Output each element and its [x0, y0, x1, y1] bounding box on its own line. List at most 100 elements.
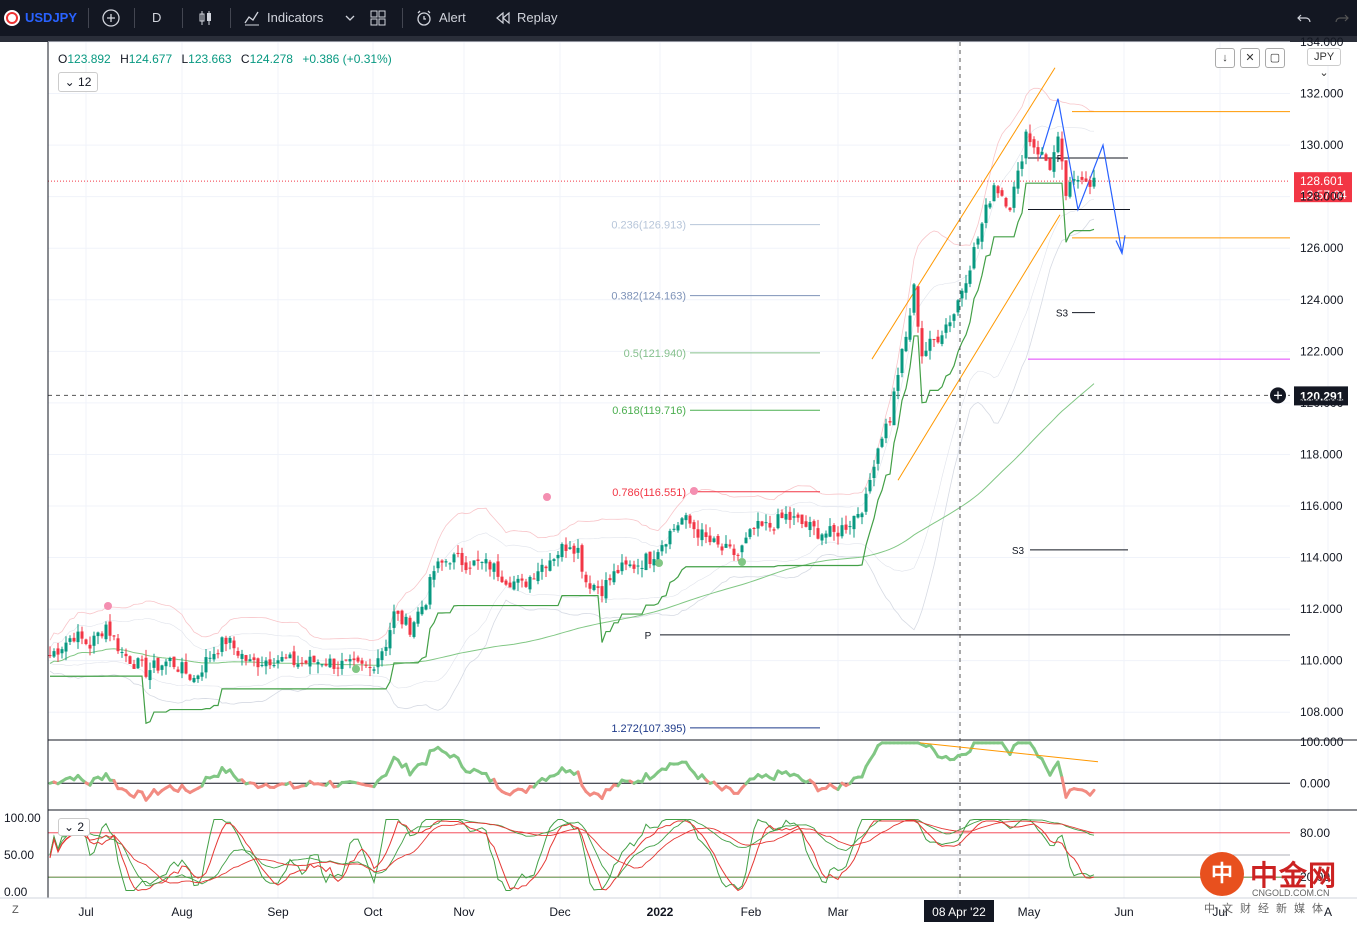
candle-body	[468, 567, 472, 569]
candle-body	[692, 522, 696, 530]
candle-body	[660, 545, 664, 552]
toolbar-divider	[182, 8, 183, 28]
candle-body	[676, 525, 680, 531]
candle-body	[228, 637, 232, 643]
candle-body	[564, 544, 568, 551]
interval-label: D	[152, 10, 162, 25]
grid-layout-icon	[370, 10, 386, 26]
candle-body	[556, 554, 560, 559]
candlestick-series[interactable]	[48, 124, 1096, 690]
candle-body	[600, 586, 604, 597]
stoch-count: 2	[77, 820, 85, 834]
currency-selector[interactable]: JPY ⌄	[1307, 48, 1341, 79]
stoch-left-tick: 100.00	[4, 811, 41, 825]
candle-body	[320, 664, 324, 666]
alert-button[interactable]: Alert	[414, 0, 466, 36]
candle-body	[508, 582, 512, 588]
candle-body	[148, 670, 152, 681]
x-tick-label: Jul	[1212, 905, 1227, 919]
candle-body	[908, 315, 912, 340]
candle-body	[864, 493, 868, 512]
candle-body	[992, 185, 996, 202]
y-tick-label: 112.000	[1300, 602, 1343, 616]
layout-button[interactable]	[368, 0, 388, 36]
compare-button[interactable]	[100, 0, 122, 36]
candle-body	[720, 546, 724, 551]
collapse-icon: ✕	[1245, 52, 1255, 64]
oscillator-segment	[576, 770, 584, 788]
flag-icon	[4, 10, 20, 26]
candle-body	[472, 560, 476, 566]
oscillator-segment	[600, 788, 608, 800]
replay-button[interactable]: Replay	[494, 0, 557, 36]
collapse-button[interactable]: ✕	[1240, 48, 1260, 68]
candle-body	[872, 466, 876, 479]
arrow-down-icon: ↓	[1222, 52, 1228, 64]
interval-button[interactable]: D	[152, 0, 161, 36]
toolbar-divider	[88, 8, 89, 28]
candle-body	[724, 543, 728, 548]
candle-body	[836, 532, 840, 537]
swing-marker	[738, 558, 746, 566]
candle-body	[72, 637, 76, 642]
chart-drawings: 0.236(126.913) 0.382(124.163) 0.5(121.940)…	[48, 42, 1290, 898]
stoch-slow-k-line	[49, 819, 1095, 887]
templates-dropdown[interactable]	[344, 0, 356, 36]
watermark: 中 中金网 CNGOLD.COM.CN 中文财经新媒体	[1200, 852, 1350, 915]
candle-body	[132, 664, 136, 669]
candle-body	[912, 284, 916, 313]
y-tick-label: 114.000	[1300, 551, 1343, 565]
oscillator-segment	[200, 775, 208, 788]
candle-body	[928, 338, 932, 351]
candle-body	[612, 571, 616, 583]
candle-body	[824, 533, 828, 538]
candle-body	[88, 644, 92, 649]
indicators-button[interactable]: Indicators	[242, 0, 323, 36]
candle-body	[820, 534, 824, 541]
candle-body	[1016, 170, 1020, 189]
fib-level-label: 0.236(126.913)	[611, 220, 686, 232]
y-tick-label: 134.000	[1300, 35, 1344, 49]
chart-type-button[interactable]	[196, 0, 216, 36]
oscillator-segment	[1060, 776, 1068, 799]
symbol-search[interactable]: USDJPY	[4, 0, 77, 36]
maximize-icon: ▢	[1269, 52, 1281, 64]
date-badge	[924, 900, 994, 922]
candle-body	[856, 514, 860, 518]
inner-lower-band	[49, 198, 1095, 689]
candle-body	[108, 621, 112, 636]
candle-body	[240, 653, 244, 659]
undo-button[interactable]	[1296, 0, 1312, 36]
candle-body	[500, 576, 504, 583]
scroll-down-button[interactable]: ↓	[1215, 48, 1235, 68]
timezone-button[interactable]: Z	[12, 904, 19, 916]
stoch-left-tick: 50.00	[4, 848, 34, 862]
oscillator-segment	[404, 762, 412, 777]
redo-button[interactable]	[1334, 0, 1350, 36]
crosshair-price-badge	[1294, 386, 1348, 406]
open-value: 123.892	[67, 52, 111, 66]
y-tick-label: 116.000	[1300, 499, 1343, 513]
indicators-collapse-button[interactable]: ⌄ 12	[58, 72, 98, 92]
candle-body	[140, 659, 144, 661]
candle-body	[552, 559, 556, 561]
close-value: 124.278	[249, 52, 293, 66]
candle-body	[348, 659, 352, 662]
channel-upper	[871, 67, 1056, 360]
maximize-button[interactable]: ▢	[1265, 48, 1285, 68]
stoch-collapse-button[interactable]: ⌄ 2	[58, 818, 90, 836]
x-tick-label: Sep	[267, 905, 289, 919]
candle-body	[388, 630, 392, 649]
symbol-label: USDJPY	[25, 10, 78, 25]
candle-body	[1084, 178, 1088, 182]
candle-body	[904, 336, 908, 352]
candle-body	[120, 651, 124, 653]
candle-body	[384, 647, 388, 651]
candle-body	[484, 559, 488, 564]
candle-body	[632, 564, 636, 569]
oscillator-segment	[492, 777, 500, 790]
stoch-k-line	[49, 818, 1095, 892]
swing-marker	[104, 602, 112, 610]
candle-body	[544, 566, 548, 569]
